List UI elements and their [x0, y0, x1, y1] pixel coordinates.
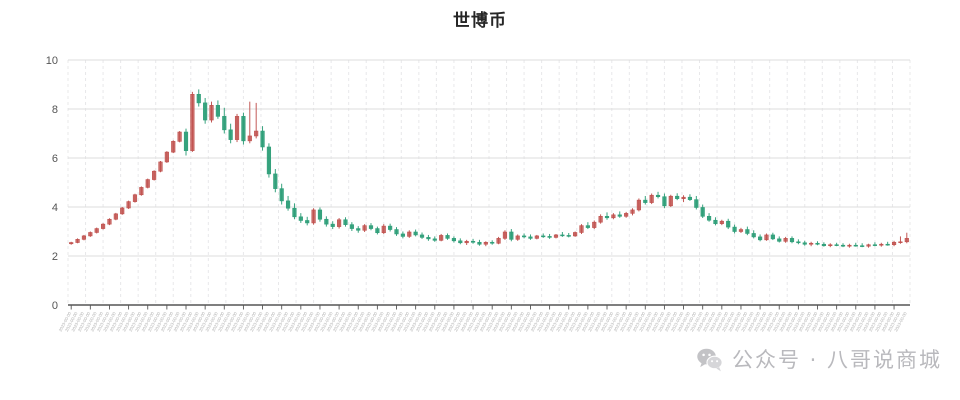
y-axis-tick-label: 6 — [52, 153, 58, 165]
watermark: 公众号 · 八哥说商城 — [696, 344, 942, 374]
page-title: 世博币 — [453, 11, 507, 31]
y-axis-tick-label: 2 — [52, 251, 58, 263]
candle-series — [69, 89, 909, 248]
wechat-icon — [696, 346, 723, 373]
y-axis-tick-label: 4 — [52, 202, 58, 214]
y-axis-tick-label: 0 — [52, 300, 58, 312]
y-axis-tick-label: 10 — [46, 55, 58, 67]
watermark-text: 公众号 · 八哥说商城 — [731, 348, 942, 372]
y-axis-tick-label: 8 — [52, 104, 58, 116]
